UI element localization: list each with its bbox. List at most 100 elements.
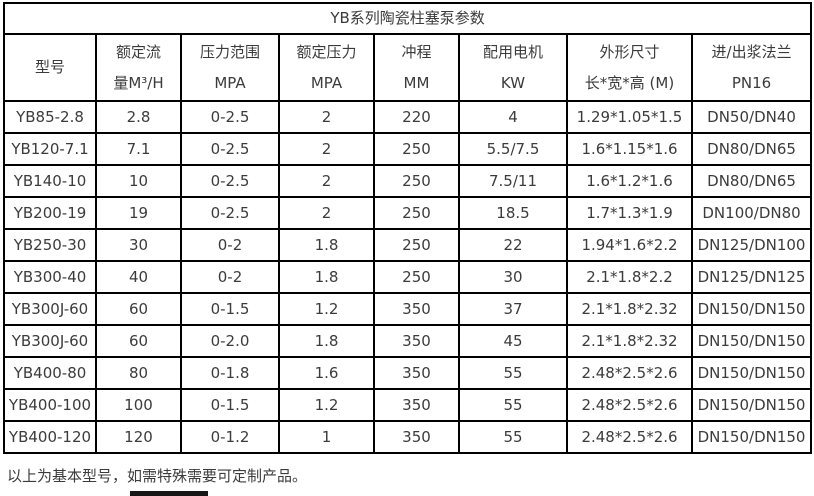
cell-pressure-range: 0-1.2 bbox=[180, 420, 280, 454]
table-row: YB120-7.1 7.1 0-2.5 2 250 5.5/7.5 1.6*1.15*1.6… bbox=[3, 132, 813, 166]
cell-dimensions: 1.29*1.05*1.5 bbox=[566, 100, 693, 134]
header-text: MPA bbox=[214, 73, 246, 92]
cell-motor-power: 30 bbox=[458, 260, 568, 294]
cell-rated-flow: 7.1 bbox=[95, 132, 182, 166]
cell-rated-flow: 19 bbox=[95, 196, 182, 230]
cell-flange: DN125/DN125 bbox=[690, 260, 813, 294]
cell-model: YB120-7.1 bbox=[3, 132, 97, 166]
cell-model: YB140-10 bbox=[3, 164, 97, 198]
table-row: YB400-120 120 0-1.2 1 350 55 2.48*2.5*2.6 DN150… bbox=[3, 420, 813, 454]
cell-rated-pressure: 2 bbox=[278, 164, 375, 198]
cell-rated-flow: 60 bbox=[95, 324, 182, 358]
cell-pressure-range: 0-2.0 bbox=[180, 324, 280, 358]
cell-model: YB300-40 bbox=[3, 260, 97, 294]
header-text: 压力范围 bbox=[199, 42, 260, 61]
cell-dimensions: 2.48*2.5*2.6 bbox=[566, 356, 693, 390]
cell-rated-flow: 40 bbox=[95, 260, 182, 294]
header-text: 冲程 bbox=[401, 42, 432, 61]
cell-dimensions: 2.1*1.8*2.32 bbox=[566, 292, 693, 326]
header-text: 进/出浆法兰 bbox=[711, 42, 792, 61]
cell-motor-power: 22 bbox=[458, 228, 568, 262]
table-row: YB250-30 30 0-2 1.8 250 22 1.94*1.6*2.2 DN125/D… bbox=[3, 228, 813, 262]
cell-flange: DN150/DN150 bbox=[690, 292, 813, 326]
cell-flange: DN150/DN150 bbox=[690, 356, 813, 390]
cell-motor-power: 55 bbox=[458, 388, 568, 422]
header-text: 额定流 bbox=[115, 42, 161, 61]
header-cell-stroke: 冲程 MM bbox=[373, 33, 460, 102]
cell-pressure-range: 0-2 bbox=[180, 228, 280, 262]
cell-model: YB400-100 bbox=[3, 388, 97, 422]
cell-rated-pressure: 1.8 bbox=[278, 260, 375, 294]
cell-flange: DN125/DN100 bbox=[690, 228, 813, 262]
spec-table: YB系列陶瓷柱塞泵参数 型号 额定流 量M³/H 压力范围 MPA 额定压力 MPA 冲程 MM… bbox=[2, 2, 813, 454]
cell-model: YB400-80 bbox=[3, 356, 97, 390]
table-row: YB400-80 80 0-1.8 1.6 350 55 2.48*2.5*2.6 DN150… bbox=[3, 356, 813, 390]
cell-model: YB85-2.8 bbox=[3, 100, 97, 134]
cell-pressure-range: 0-2.5 bbox=[180, 132, 280, 166]
cell-motor-power: 37 bbox=[458, 292, 568, 326]
cell-rated-flow: 100 bbox=[95, 388, 182, 422]
cell-flange: DN150/DN150 bbox=[690, 324, 813, 358]
header-text: 长*宽*高 (M) bbox=[584, 73, 675, 92]
cell-dimensions: 2.1*1.8*2.32 bbox=[566, 324, 693, 358]
cell-stroke: 350 bbox=[373, 388, 460, 422]
cell-pressure-range: 0-1.5 bbox=[180, 388, 280, 422]
cell-rated-pressure: 1.2 bbox=[278, 388, 375, 422]
cell-stroke: 250 bbox=[373, 164, 460, 198]
cell-motor-power: 55 bbox=[458, 356, 568, 390]
cell-rated-flow: 80 bbox=[95, 356, 182, 390]
header-cell-rated-flow: 额定流量M³/H bbox=[95, 33, 182, 102]
table-row: YB200-19 19 0-2.5 2 250 18.5 1.7*1.3*1.9 DN100/… bbox=[3, 196, 813, 230]
cell-stroke: 250 bbox=[373, 228, 460, 262]
title-row: YB系列陶瓷柱塞泵参数 bbox=[2, 2, 813, 35]
header-cell-motor-power: 配用电机 KW bbox=[458, 33, 568, 102]
cell-rated-pressure: 1.8 bbox=[278, 228, 375, 262]
table-row: YB300J-60 60 0-1.5 1.2 350 37 2.1*1.8*2.32 DN15… bbox=[3, 292, 813, 326]
cell-dimensions: 1.7*1.3*1.9 bbox=[566, 196, 693, 230]
cell-pressure-range: 0-1.5 bbox=[180, 292, 280, 326]
cell-flange: DN100/DN80 bbox=[690, 196, 813, 230]
cell-dimensions: 2.48*2.5*2.6 bbox=[566, 420, 693, 454]
cell-flange: DN150/DN150 bbox=[690, 388, 813, 422]
cell-stroke: 350 bbox=[373, 420, 460, 454]
cell-stroke: 250 bbox=[373, 260, 460, 294]
cell-stroke: 350 bbox=[373, 356, 460, 390]
footer-note: 以上为基本型号，如需特殊需要可定制产品。 bbox=[7, 467, 308, 485]
table-title: YB系列陶瓷柱塞泵参数 bbox=[2, 2, 813, 35]
cell-pressure-range: 0-2.5 bbox=[180, 164, 280, 198]
cell-rated-flow: 30 bbox=[95, 228, 182, 262]
cell-model: YB200-19 bbox=[3, 196, 97, 230]
cell-flange: DN150/DN150 bbox=[690, 420, 813, 454]
cell-stroke: 350 bbox=[373, 324, 460, 358]
cell-motor-power: 4 bbox=[458, 100, 568, 134]
cell-model: YB250-30 bbox=[3, 228, 97, 262]
header-text: MPA bbox=[310, 73, 343, 92]
cell-motor-power: 7.5/11 bbox=[458, 164, 568, 198]
table-row: YB300J-60 60 0-2.0 1.8 350 45 2.1*1.8*2.32 DN15… bbox=[3, 324, 813, 358]
cell-pressure-range: 0-2.5 bbox=[180, 100, 280, 134]
table-row: YB85-2.8 2.8 0-2.5 2 220 4 1.29*1.05*1.5 DN50/D… bbox=[3, 100, 813, 134]
cell-rated-flow: 10 bbox=[95, 164, 182, 198]
table-row: YB140-10 10 0-2.5 2 250 7.5/11 1.6*1.2*1.6 DN80… bbox=[3, 164, 813, 198]
cell-dimensions: 1.6*1.15*1.6 bbox=[566, 132, 693, 166]
header-cell-model: 型号 bbox=[3, 33, 97, 102]
cell-stroke: 250 bbox=[373, 196, 460, 230]
table-row: YB400-100 100 0-1.5 1.2 350 55 2.48*2.5*2.6 DN1… bbox=[3, 388, 813, 422]
cell-motor-power: 18.5 bbox=[458, 196, 568, 230]
header-text: 配用电机 bbox=[482, 42, 543, 61]
cell-rated-flow: 120 bbox=[95, 420, 182, 454]
cell-stroke: 250 bbox=[373, 132, 460, 166]
cell-motor-power: 5.5/7.5 bbox=[458, 132, 568, 166]
cell-dimensions: 1.6*1.2*1.6 bbox=[566, 164, 693, 198]
cell-rated-flow: 2.8 bbox=[95, 100, 182, 134]
header-text: 量M³/H bbox=[113, 73, 164, 92]
cell-pressure-range: 0-2 bbox=[180, 260, 280, 294]
cell-rated-pressure: 1.8 bbox=[278, 324, 375, 358]
cell-rated-pressure: 2 bbox=[278, 132, 375, 166]
header-text: 型号 bbox=[34, 58, 65, 76]
cell-rated-pressure: 1.6 bbox=[278, 356, 375, 390]
cell-pressure-range: 0-1.8 bbox=[180, 356, 280, 390]
cell-flange: DN80/DN65 bbox=[690, 164, 813, 198]
table-body: YB85-2.8 2.8 0-2.5 2 220 4 1.29*1.05*1.5 DN50/D… bbox=[3, 100, 813, 454]
cell-rated-pressure: 2 bbox=[278, 100, 375, 134]
